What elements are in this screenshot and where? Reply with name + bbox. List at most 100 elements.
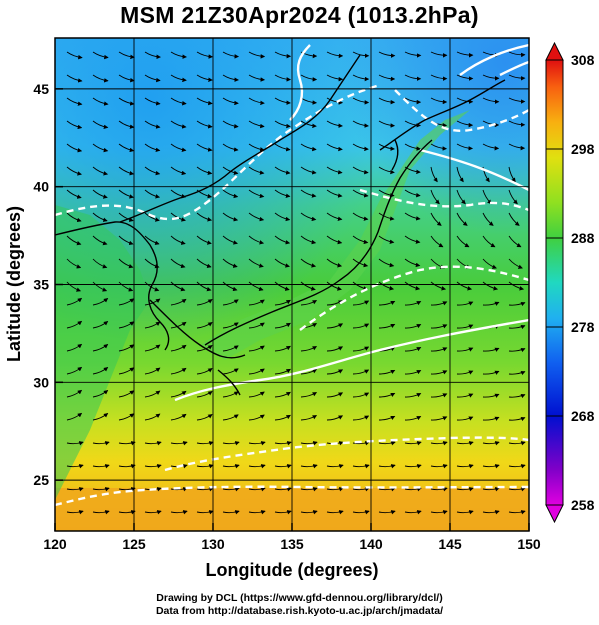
- wind-streamline: [196, 322, 213, 329]
- wind-streamline: [430, 393, 448, 398]
- wind-streamline: [404, 120, 422, 128]
- wind-streamline: [430, 347, 448, 352]
- wind-streamline: [222, 510, 240, 515]
- wind-streamline: [196, 74, 213, 83]
- wind-streamline: [144, 413, 161, 421]
- wind-streamline: [222, 189, 239, 199]
- wind-streamline: [274, 51, 292, 59]
- wind-streamline: [326, 120, 343, 128]
- wind-streamline: [378, 120, 396, 128]
- wind-streamline: [352, 415, 370, 421]
- wind-streamline: [196, 97, 213, 106]
- wind-streamline: [300, 300, 318, 306]
- colorbar-tick-label: 288: [571, 230, 595, 246]
- wind-streamline: [300, 281, 316, 291]
- wind-streamline: [326, 281, 342, 291]
- wind-streamline: [300, 415, 318, 421]
- wind-streamline: [482, 370, 500, 375]
- wind-streamline: [508, 143, 526, 151]
- wind-streamline: [66, 441, 84, 446]
- wind-streamline: [326, 392, 344, 398]
- wind-streamline: [222, 441, 240, 446]
- temperature-field: [55, 38, 529, 531]
- wind-streamline: [170, 367, 187, 375]
- wind-streamline: [222, 281, 238, 292]
- wind-streamline: [66, 343, 83, 352]
- wind-streamline: [170, 321, 187, 329]
- wind-streamline: [326, 464, 344, 469]
- wind-streamline: [248, 487, 266, 492]
- x-tick-label: 145: [438, 536, 462, 552]
- wind-streamline: [352, 212, 369, 221]
- wind-streamline: [456, 370, 474, 375]
- x-axis: 120 125 130 135 140 145 150: [43, 523, 541, 552]
- wind-streamline: [92, 212, 108, 222]
- wind-streamline: [196, 299, 213, 306]
- wind-streamline: [430, 487, 448, 492]
- wind-streamline: [222, 322, 239, 329]
- wind-streamline: [508, 347, 526, 353]
- wind-streamline: [508, 324, 526, 330]
- wind-streamline: [196, 441, 214, 446]
- wind-streamline: [274, 281, 290, 291]
- wind-streamline: [508, 281, 525, 291]
- wind-streamline: [456, 51, 474, 58]
- wind-streamline: [144, 212, 160, 222]
- wind-streamline: [144, 166, 161, 176]
- wind-streamline: [300, 392, 318, 398]
- wind-streamline: [222, 120, 239, 129]
- wind-streamline: [222, 235, 238, 245]
- wind-streamline: [170, 120, 187, 129]
- wind-streamline: [196, 510, 214, 515]
- wind-streamline: [352, 300, 370, 306]
- wind-streamline: [508, 120, 526, 128]
- wind-streamline: [144, 390, 161, 398]
- wind-streamline: [92, 120, 109, 130]
- wind-streamline: [274, 414, 291, 421]
- wind-streamline: [378, 323, 396, 329]
- wind-streamline: [482, 212, 494, 226]
- wind-streamline: [482, 487, 500, 492]
- wind-streamline: [274, 391, 291, 398]
- wind-streamline: [144, 235, 160, 245]
- wind-streamline: [118, 258, 134, 269]
- wind-streamline: [196, 235, 212, 245]
- wind-streamline: [456, 441, 474, 446]
- wind-streamline: [430, 189, 440, 205]
- wind-streamline: [404, 370, 422, 375]
- wind-streamline: [66, 366, 83, 375]
- wind-streamline: [326, 415, 344, 421]
- wind-streamline: [222, 212, 239, 222]
- wind-streamline: [248, 322, 265, 329]
- wind-streamline: [196, 464, 214, 469]
- wind-streamline: [248, 391, 265, 398]
- wind-streamline: [196, 345, 213, 352]
- wind-vector-layer: [66, 51, 526, 515]
- wind-streamline: [118, 97, 135, 106]
- wind-streamline: [482, 441, 500, 446]
- wind-streamline: [508, 97, 526, 104]
- wind-streamline: [196, 414, 213, 421]
- wind-streamline: [404, 347, 422, 352]
- wind-streamline: [352, 120, 369, 128]
- wind-streamline: [66, 143, 83, 153]
- wind-streamline: [378, 369, 396, 375]
- wind-streamline: [222, 74, 239, 82]
- wind-streamline: [274, 143, 291, 152]
- wind-streamline: [508, 166, 516, 183]
- wind-streamline: [456, 487, 474, 492]
- wind-streamline: [274, 322, 291, 329]
- wind-streamline: [430, 510, 448, 515]
- wind-streamline: [508, 393, 526, 399]
- wind-streamline: [66, 258, 82, 269]
- wind-streamline: [378, 74, 396, 82]
- wind-streamline: [66, 212, 82, 223]
- wind-streamline: [508, 510, 526, 515]
- wind-streamline: [144, 120, 161, 129]
- wind-streamline: [248, 258, 264, 268]
- wind-streamline: [222, 258, 238, 268]
- wind-streamline: [482, 301, 500, 306]
- wind-streamline: [92, 464, 110, 469]
- wind-streamline: [92, 258, 108, 269]
